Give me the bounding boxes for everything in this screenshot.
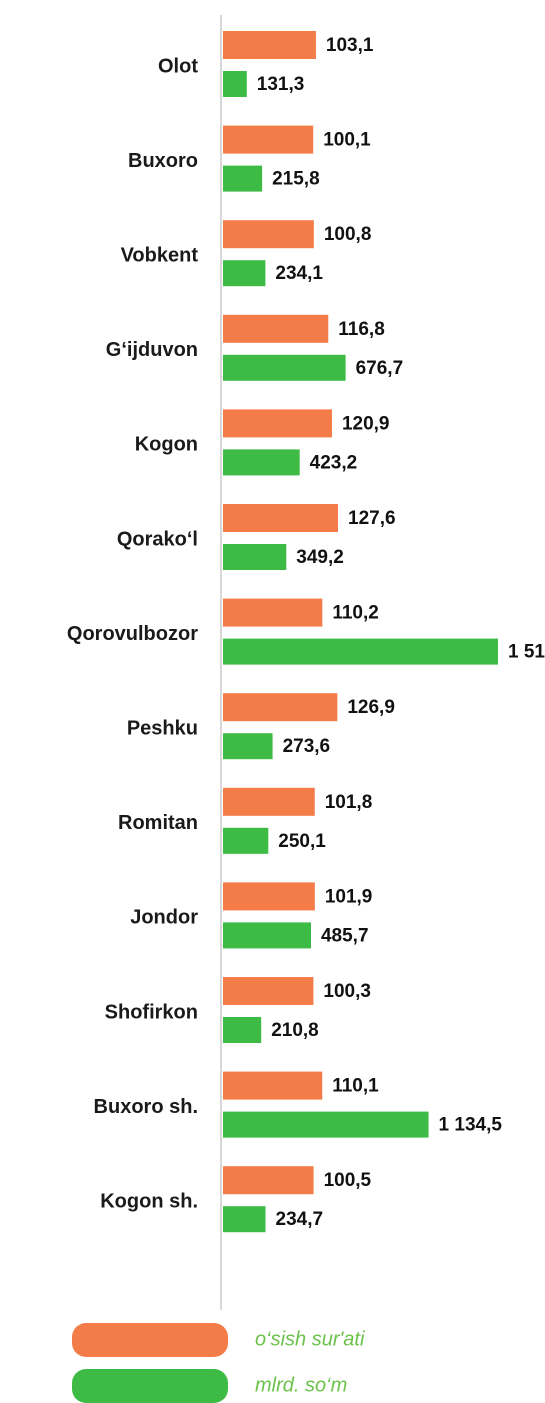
value-label: 100,8 bbox=[324, 224, 372, 245]
bar bbox=[223, 787, 315, 816]
bar bbox=[223, 827, 269, 854]
value-label: 234,7 bbox=[276, 1209, 324, 1230]
value-label: 250,1 bbox=[278, 831, 326, 852]
value-label: 131,3 bbox=[257, 74, 305, 95]
value-label: 126,9 bbox=[347, 697, 395, 718]
category-label: Vobkent bbox=[121, 244, 199, 266]
value-label: 110,2 bbox=[332, 603, 379, 624]
bar bbox=[223, 220, 314, 249]
category-label: G‘ijduvon bbox=[106, 339, 198, 361]
bar bbox=[223, 409, 332, 438]
legend-label: o‘sish sur'ati bbox=[255, 1328, 365, 1350]
category-label: Qorako‘l bbox=[117, 528, 198, 550]
bar bbox=[223, 638, 498, 665]
bar bbox=[223, 922, 311, 949]
value-label: 423,2 bbox=[310, 452, 358, 473]
value-label: 234,1 bbox=[275, 263, 323, 284]
category-label: Peshku bbox=[127, 717, 198, 739]
bar bbox=[223, 260, 266, 287]
value-label: 101,8 bbox=[325, 792, 373, 813]
value-label: 103,1 bbox=[326, 35, 374, 56]
value-label: 100,1 bbox=[323, 130, 371, 151]
value-label: 273,6 bbox=[283, 736, 331, 757]
bar bbox=[223, 733, 273, 760]
bar bbox=[223, 1111, 429, 1138]
value-label: 485,7 bbox=[321, 925, 369, 946]
bar bbox=[223, 598, 323, 627]
value-label: 100,5 bbox=[324, 1170, 372, 1191]
value-label: 349,2 bbox=[296, 547, 344, 568]
value-label: 1 134,5 bbox=[439, 1115, 503, 1136]
bar bbox=[223, 1206, 266, 1233]
bar bbox=[223, 165, 263, 192]
bar bbox=[223, 449, 300, 476]
bar bbox=[223, 693, 338, 722]
category-label: Kogon bbox=[135, 434, 198, 456]
category-label: Buxoro sh. bbox=[94, 1096, 198, 1118]
bar bbox=[223, 977, 314, 1005]
bar bbox=[223, 354, 346, 381]
bar bbox=[223, 31, 316, 59]
category-label: Buxoro bbox=[128, 150, 198, 172]
bar bbox=[223, 504, 338, 532]
value-label: 101,9 bbox=[325, 886, 373, 907]
legend-label: mlrd. so‘m bbox=[255, 1374, 347, 1396]
value-label: 100,3 bbox=[323, 981, 371, 1002]
legend-swatch bbox=[72, 1323, 228, 1357]
category-label: Shofirkon bbox=[105, 1001, 198, 1023]
bar bbox=[223, 544, 287, 570]
bar bbox=[223, 125, 314, 154]
value-label: 120,9 bbox=[342, 413, 390, 434]
value-label: 215,8 bbox=[272, 169, 320, 190]
category-label: Kogon sh. bbox=[100, 1190, 198, 1212]
value-label: 110,1 bbox=[332, 1076, 379, 1097]
bar bbox=[223, 882, 315, 911]
value-label: 1 517,9 bbox=[508, 642, 545, 663]
value-label: 210,8 bbox=[271, 1020, 319, 1041]
bar bbox=[223, 1017, 262, 1043]
category-label: Qorovulbozor bbox=[67, 623, 198, 645]
bar bbox=[223, 1071, 323, 1100]
category-label: Romitan bbox=[118, 812, 198, 834]
value-label: 116,8 bbox=[338, 319, 385, 340]
bar bbox=[223, 1166, 314, 1195]
value-label: 676,7 bbox=[356, 358, 404, 379]
category-label: Jondor bbox=[130, 907, 198, 929]
bar bbox=[223, 71, 247, 97]
bar bbox=[223, 314, 329, 343]
legend-swatch bbox=[72, 1369, 228, 1403]
category-label: Olot bbox=[158, 55, 198, 77]
value-label: 127,6 bbox=[348, 508, 396, 529]
